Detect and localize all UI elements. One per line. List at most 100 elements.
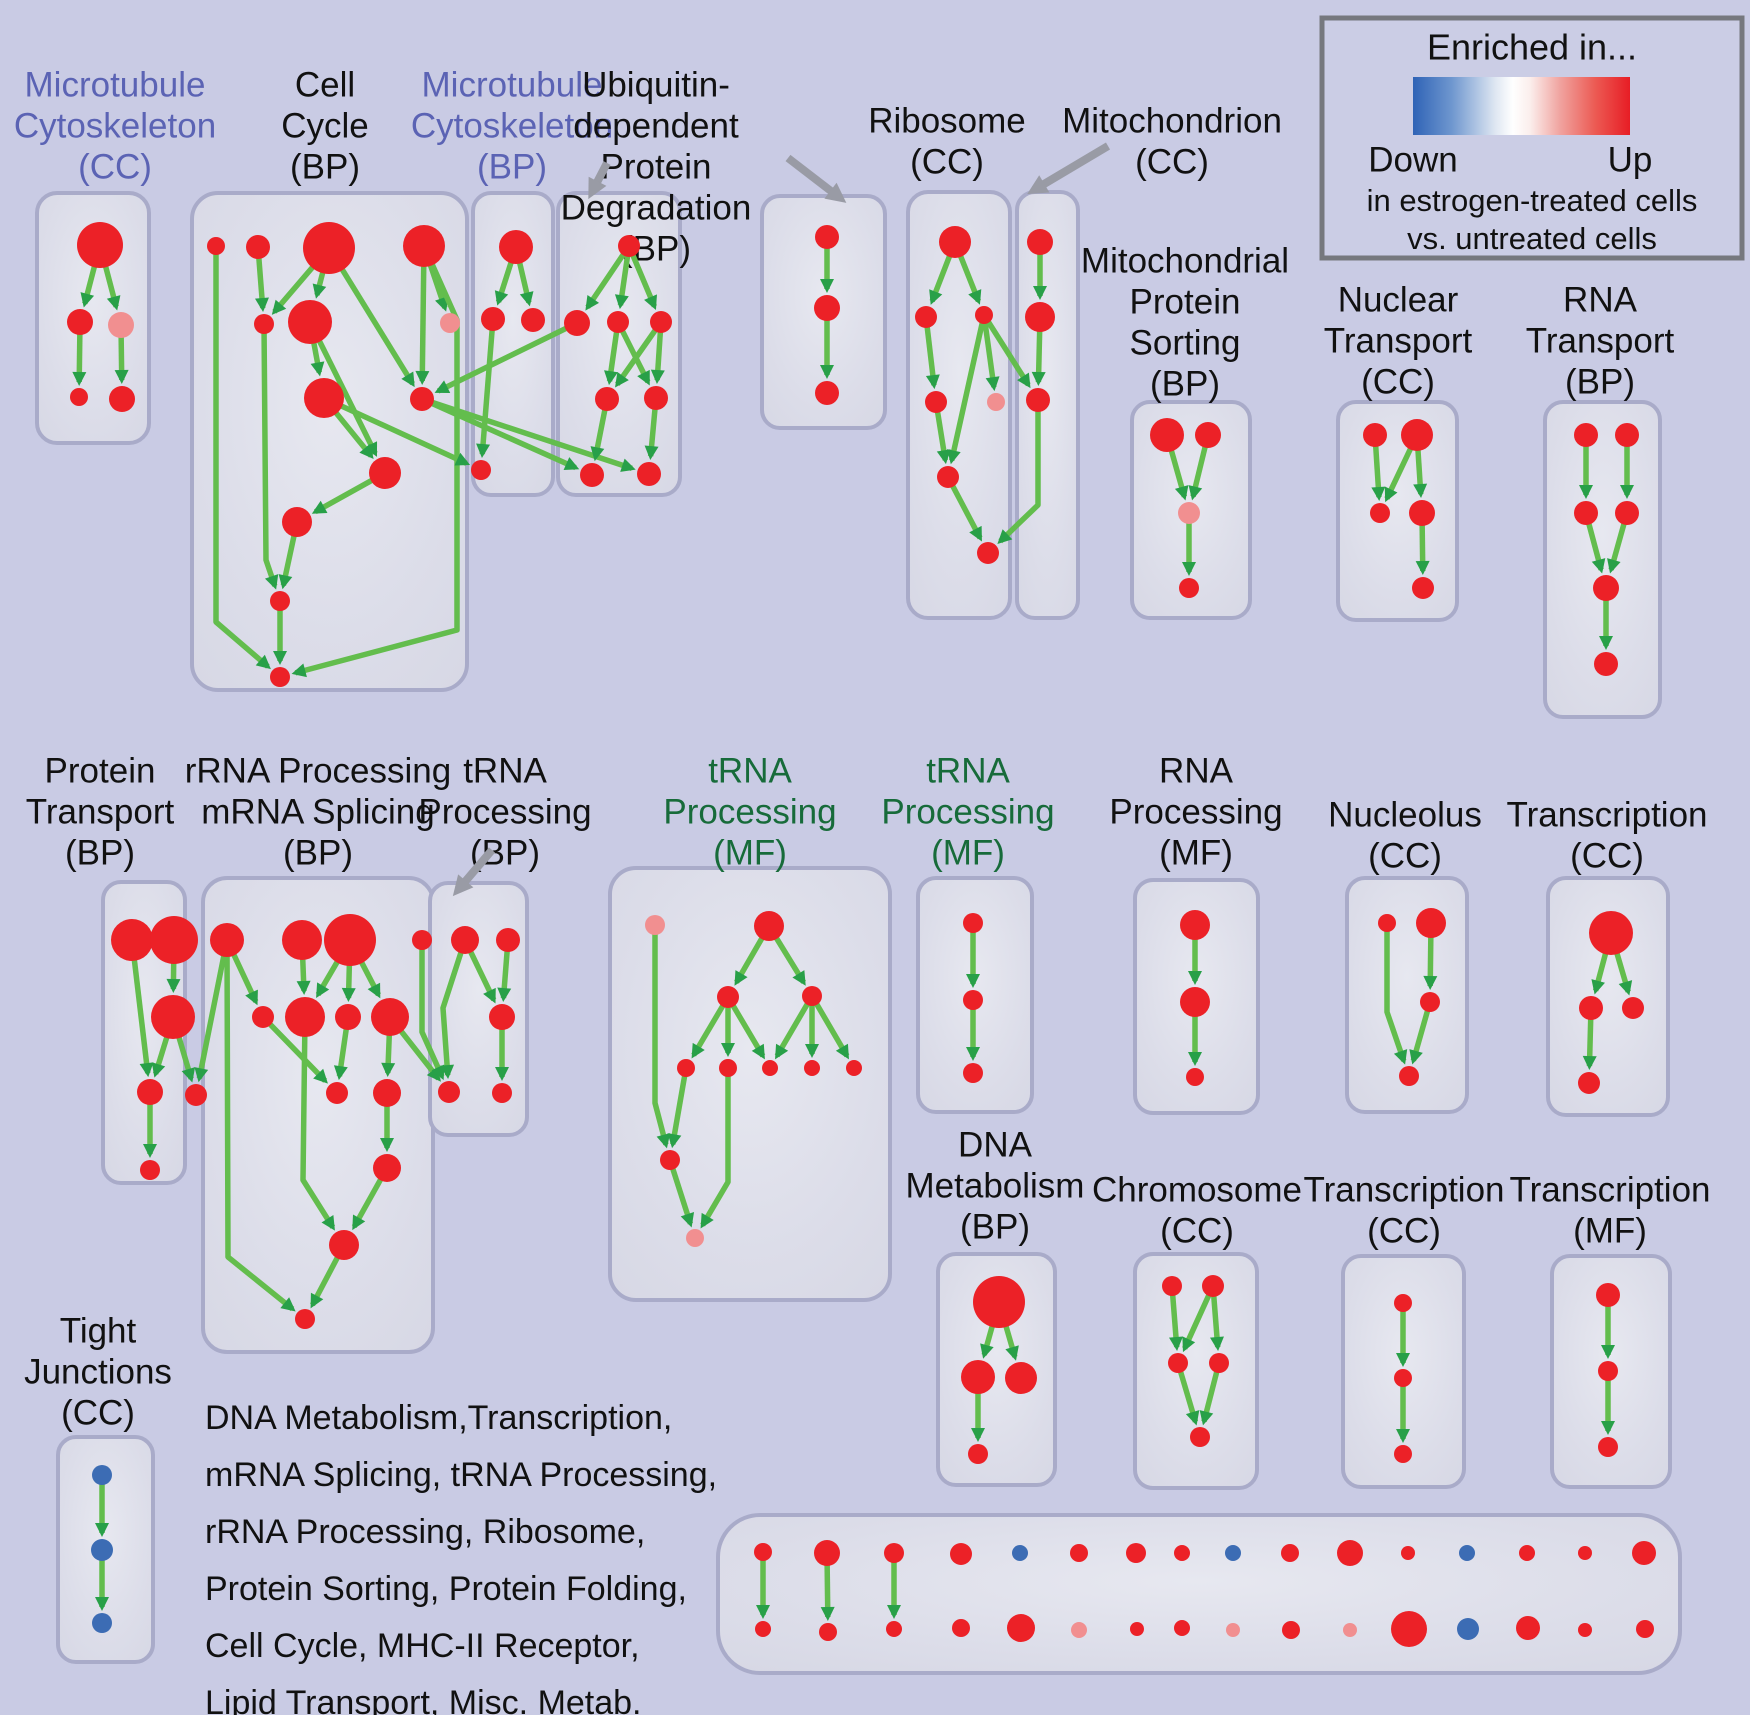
go-term-node-d2 bbox=[961, 1360, 995, 1394]
cluster-box-transcription-cc-mid bbox=[1546, 876, 1670, 1117]
go-term-node-c3 bbox=[303, 222, 355, 274]
go-term-node-g10 bbox=[660, 1150, 680, 1170]
go-term-node-bt6 bbox=[1070, 1544, 1088, 1562]
go-term-node-c2 bbox=[246, 235, 270, 259]
go-term-node-f2 bbox=[1394, 1369, 1412, 1387]
legend-down-label: Down bbox=[1368, 140, 1457, 179]
cluster-label-microtubule-cytoskeleton-bp: (BP) bbox=[477, 147, 547, 186]
go-term-node-v4 bbox=[1615, 501, 1639, 525]
cluster-label-ubiquitin-dependent-protein-degradation-bp: Protein bbox=[601, 147, 712, 186]
merged-clusters-text: rRNA Processing, Ribosome, bbox=[205, 1513, 645, 1551]
cluster-label-transcription-mf: (MF) bbox=[1573, 1211, 1647, 1250]
merged-clusters-text: mRNA Splicing, tRNA Processing, bbox=[205, 1456, 717, 1494]
edge-u2-u5 bbox=[615, 320, 651, 386]
edge-R4-T4 bbox=[419, 940, 445, 1081]
go-term-node-bb10 bbox=[1282, 1621, 1300, 1639]
go-term-node-bt10 bbox=[1281, 1544, 1299, 1562]
go-term-node-p3 bbox=[151, 995, 195, 1039]
go-term-node-e2 bbox=[1202, 1275, 1224, 1297]
go-term-node-bb5 bbox=[1007, 1614, 1035, 1642]
edge-e1-e3 bbox=[1169, 1285, 1183, 1352]
go-term-node-u5 bbox=[644, 386, 668, 410]
go-term-node-g11 bbox=[686, 1229, 704, 1247]
cluster-label-ubiquitin-dependent-protein-degradation-bp: Ubiquitin- bbox=[582, 65, 730, 104]
go-term-node-v2 bbox=[1615, 423, 1639, 447]
cluster-box-ubiquitin-degradation-net bbox=[556, 191, 682, 497]
go-term-node-bt4 bbox=[950, 1543, 972, 1565]
go-term-node-c5 bbox=[254, 314, 274, 334]
cluster-label-mitochondrion-cc: Mitochondrion bbox=[1062, 101, 1282, 140]
edge-u3-u4 bbox=[615, 320, 664, 388]
cluster-label-chromosome-cc: (CC) bbox=[1160, 1211, 1234, 1250]
go-term-node-p1 bbox=[111, 919, 153, 961]
go-term-node-R13 bbox=[295, 1309, 315, 1329]
go-term-node-p6 bbox=[140, 1160, 160, 1180]
merged-clusters-text: Protein Sorting, Protein Folding, bbox=[205, 1570, 687, 1608]
go-term-node-a4 bbox=[70, 388, 88, 406]
go-term-node-R8 bbox=[371, 998, 409, 1036]
go-term-node-f1 bbox=[1394, 1294, 1412, 1312]
go-term-node-bt13 bbox=[1459, 1545, 1475, 1561]
cluster-label-mitochondrial-protein-sorting-bp: Sorting bbox=[1130, 323, 1241, 362]
go-term-node-w2 bbox=[1598, 1361, 1618, 1381]
legend-box bbox=[1319, 15, 1745, 261]
go-term-node-d4 bbox=[968, 1444, 988, 1464]
go-term-node-bt2 bbox=[814, 1540, 840, 1566]
cluster-label-microtubule-cytoskeleton-cc: Microtubule bbox=[25, 65, 206, 104]
cluster-label-transcription-cc: (CC) bbox=[1570, 836, 1644, 875]
go-term-node-r3 bbox=[975, 306, 993, 324]
go-term-node-j2 bbox=[1180, 987, 1210, 1017]
go-term-node-r4 bbox=[925, 391, 947, 413]
go-term-node-w3 bbox=[1598, 1437, 1618, 1457]
go-term-node-c11 bbox=[282, 507, 312, 537]
cluster-box-chromosome-cc bbox=[1133, 1252, 1259, 1490]
go-term-node-bb3 bbox=[886, 1621, 902, 1637]
cluster-label-rrna-processing-mrna-splicing-bp: rRNA Processing bbox=[185, 751, 451, 790]
edge-R5-R9 bbox=[261, 1015, 328, 1084]
cluster-label-nucleolus-cc: Nucleolus bbox=[1328, 795, 1482, 834]
go-term-node-n3 bbox=[1370, 503, 1390, 523]
go-term-node-c1 bbox=[207, 237, 225, 255]
go-term-node-q1 bbox=[815, 225, 839, 249]
go-term-node-h2 bbox=[963, 990, 983, 1010]
go-term-node-g5 bbox=[677, 1059, 695, 1077]
cluster-label-rna-processing-mf: RNA bbox=[1159, 751, 1234, 790]
merged-clusters-text: Lipid Transport, Misc. Metab. bbox=[205, 1684, 642, 1715]
go-term-node-bt1 bbox=[754, 1543, 772, 1561]
go-term-node-k1 bbox=[1378, 914, 1396, 932]
cluster-label-transcription-mf: Transcription bbox=[1510, 1170, 1711, 1209]
go-term-node-p2 bbox=[150, 916, 198, 964]
cluster-label-nucleolus-cc: (CC) bbox=[1368, 836, 1442, 875]
edge-r3-r6 bbox=[947, 314, 987, 465]
go-term-node-l3 bbox=[1622, 997, 1644, 1019]
go-term-node-s2 bbox=[1195, 422, 1221, 448]
cluster-label-cell-cycle-bp: Cycle bbox=[281, 106, 369, 145]
go-term-node-r7 bbox=[977, 542, 999, 564]
go-term-node-t1 bbox=[1027, 229, 1053, 255]
go-term-node-bb7 bbox=[1130, 1622, 1144, 1636]
go-term-node-R9 bbox=[326, 1082, 348, 1104]
legend-title: Enriched in... bbox=[1427, 27, 1637, 68]
go-term-node-bt9 bbox=[1225, 1545, 1241, 1561]
edge-p1-p4 bbox=[129, 939, 154, 1078]
cluster-label-microtubule-cytoskeleton-bp: Microtubule bbox=[422, 65, 603, 104]
go-term-node-T5 bbox=[492, 1083, 512, 1103]
go-term-node-g9 bbox=[846, 1060, 862, 1076]
cluster-label-ribosome-cc: (CC) bbox=[910, 142, 984, 181]
go-term-node-n2 bbox=[1401, 419, 1433, 451]
edge-r6-r7 bbox=[945, 475, 983, 542]
cluster-box-dna-metabolism-bp bbox=[936, 1252, 1057, 1487]
edge-m2-m4 bbox=[476, 318, 496, 459]
go-term-node-s3 bbox=[1178, 502, 1200, 524]
go-term-node-p4 bbox=[137, 1079, 163, 1105]
edge-r2-r4 bbox=[923, 316, 940, 390]
go-term-node-T3 bbox=[489, 1004, 515, 1030]
edge-c6-c10 bbox=[307, 320, 378, 457]
edge-T1-T4 bbox=[440, 939, 468, 1080]
edge-c1-c13 bbox=[213, 246, 271, 670]
go-term-node-u0 bbox=[618, 235, 640, 257]
cluster-label-tight-junctions-cc: (CC) bbox=[61, 1393, 135, 1432]
go-term-node-c13 bbox=[270, 667, 290, 687]
go-term-node-l4 bbox=[1578, 1072, 1600, 1094]
